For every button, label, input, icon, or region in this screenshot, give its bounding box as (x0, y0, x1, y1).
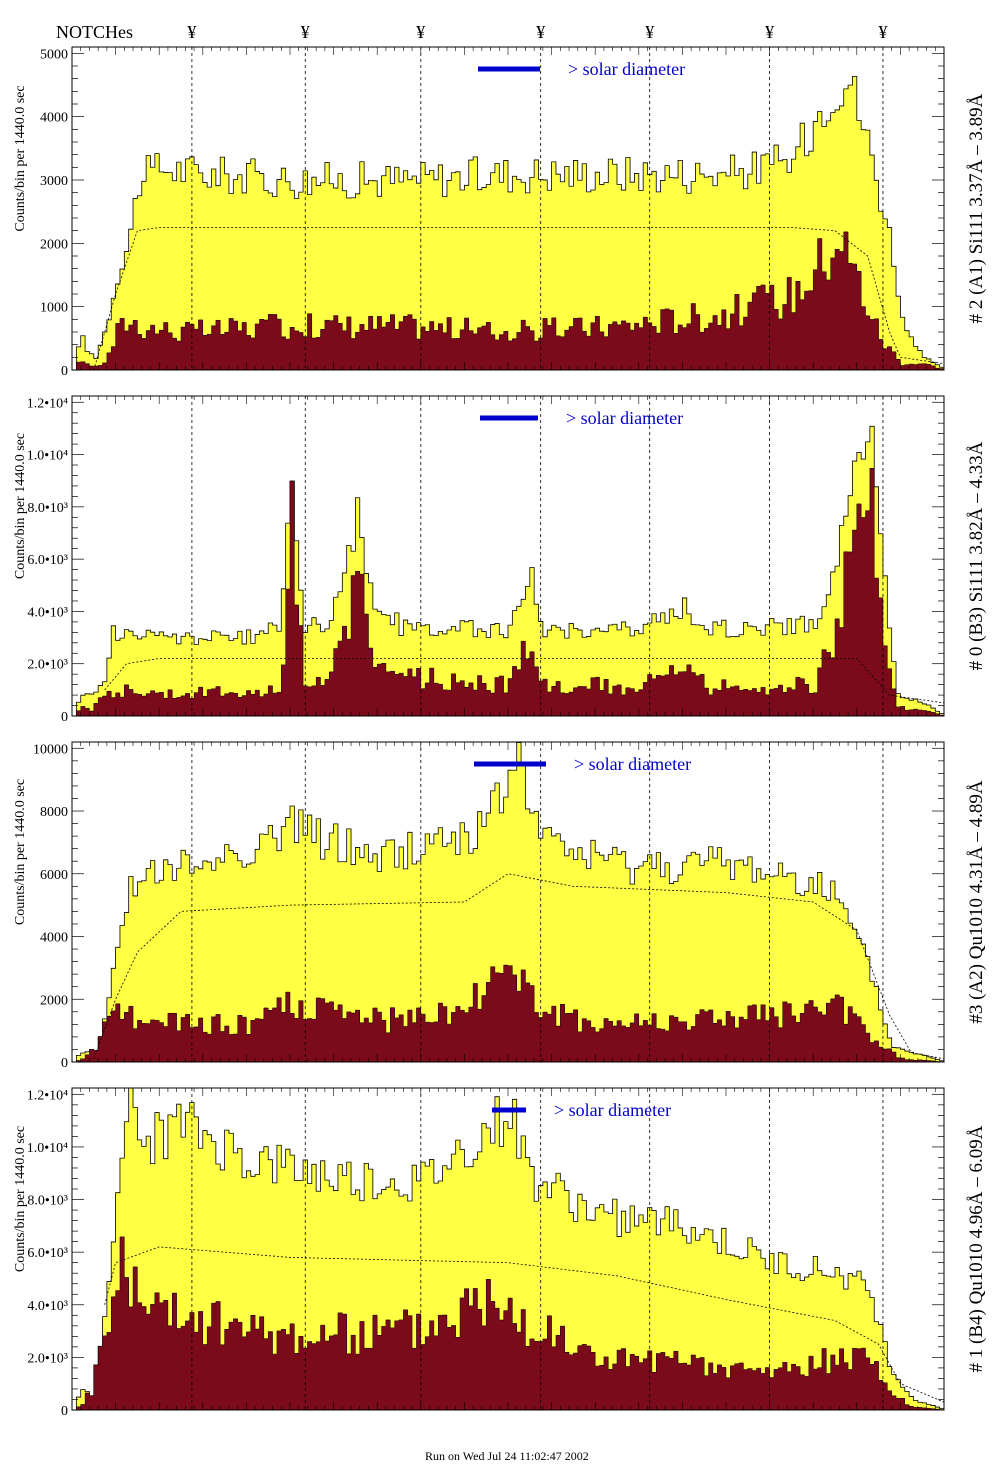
y-tick-label: 1.0•10⁴ (27, 449, 68, 464)
partial-counts-histogram (72, 468, 945, 717)
y-tick-label: 1.0•10⁴ (27, 1141, 68, 1156)
y-tick-label: 0 (61, 364, 68, 379)
smoothed-curve (93, 873, 945, 1060)
y-tick-label: 4000 (40, 111, 68, 126)
notches-label: NOTCHes (56, 22, 133, 42)
panel-si111-b3: 0 2.0•10³ 4.0•10³ 6.0•10³ 8.0•10³ 1.0•10⁴ 1.2•… (13, 395, 987, 725)
solar-diameter-label: > solar diameter (554, 1100, 671, 1120)
y-tick-label: 0 (61, 710, 68, 725)
panel-qu1010-a2: 0 2000 4000 6000 8000 10000 Counts/bin per 144… (13, 741, 987, 1071)
y-tick-label: 8.0•10³ (27, 501, 68, 516)
y-tick-label: 2.0•10³ (27, 1351, 68, 1366)
detector-label: #3 (A2) Qu1010 4.31Å – 4.89Å (966, 780, 987, 1024)
y-tick-label: 6.0•10³ (27, 553, 68, 568)
notch-symbol: ¥ (416, 22, 425, 42)
y-tick-label: 4.0•10³ (27, 1299, 68, 1314)
total-counts-histogram (72, 76, 945, 371)
y-axis-label: Counts/bin per 1440.0 sec (13, 1126, 28, 1272)
y-tick-label: 1000 (40, 301, 68, 316)
partial-counts-histogram (72, 1236, 945, 1411)
solar-diameter-label: > solar diameter (574, 754, 691, 774)
y-tick-label: 2000 (40, 237, 68, 252)
detector-label: # 2 (A1) Si111 3.37Å – 3.89Å (966, 93, 987, 323)
y-tick-label: 8000 (40, 805, 68, 820)
notch-symbol: ¥ (765, 22, 774, 42)
y-tick-label: 8.0•10³ (27, 1194, 68, 1209)
notch-symbols: ¥ ¥ ¥ ¥ ¥ ¥ ¥ (187, 22, 887, 42)
notch-symbol: ¥ (301, 22, 310, 42)
detector-label: # 1 (B4) Qu1010 4.96Å – 6.09Å (966, 1125, 987, 1372)
notch-symbol: ¥ (536, 22, 545, 42)
y-tick-label: 10000 (33, 742, 68, 757)
y-axis-label: Counts/bin per 1440.0 sec (13, 433, 28, 579)
run-footer: Run on Wed Jul 24 11:02:47 2002 (425, 1449, 589, 1463)
y-tick-label: 6.0•10³ (27, 1246, 68, 1261)
y-tick-label: 5000 (40, 47, 68, 62)
panel-qu1010-b4: 0 2.0•10³ 4.0•10³ 6.0•10³ 8.0•10³ 1.0•10⁴ 1.2•… (13, 1087, 987, 1419)
solar-diameter-label: > solar diameter (568, 59, 685, 79)
y-tick-label: 1.2•10⁴ (27, 396, 68, 411)
smoothed-curve (93, 227, 945, 371)
notch-symbol: ¥ (645, 22, 654, 42)
smoothed-curve (104, 1246, 945, 1403)
y-axis-label: Counts/bin per 1440.0 sec (13, 85, 28, 231)
y-tick-label: 4000 (40, 931, 68, 946)
panel-si111-a1: 0 1000 2000 3000 4000 5000 Counts/bin per 1440… (13, 46, 987, 379)
notch-symbol: ¥ (187, 22, 196, 42)
solar-diameter-label: > solar diameter (566, 408, 683, 428)
y-tick-label: 2.0•10³ (27, 658, 68, 673)
y-tick-label: 0 (61, 1056, 68, 1071)
y-tick-label: 3000 (40, 174, 68, 189)
partial-counts-histogram (72, 964, 945, 1063)
y-tick-label: 4.0•10³ (27, 605, 68, 620)
y-tick-label: 2000 (40, 993, 68, 1008)
partial-counts-histogram (72, 231, 945, 371)
notch-symbol: ¥ (878, 22, 887, 42)
y-tick-label: 0 (61, 1404, 68, 1419)
total-counts-histogram (72, 425, 945, 717)
total-counts-histogram (72, 742, 945, 1063)
y-tick-label: 1.2•10⁴ (27, 1088, 68, 1103)
y-axis-label: Counts/bin per 1440.0 sec (13, 779, 28, 925)
y-tick-label: 6000 (40, 868, 68, 883)
detector-label: # 0 (B3) Si111 3.82Å – 4.33Å (966, 441, 987, 670)
smoothed-curve (104, 658, 945, 704)
